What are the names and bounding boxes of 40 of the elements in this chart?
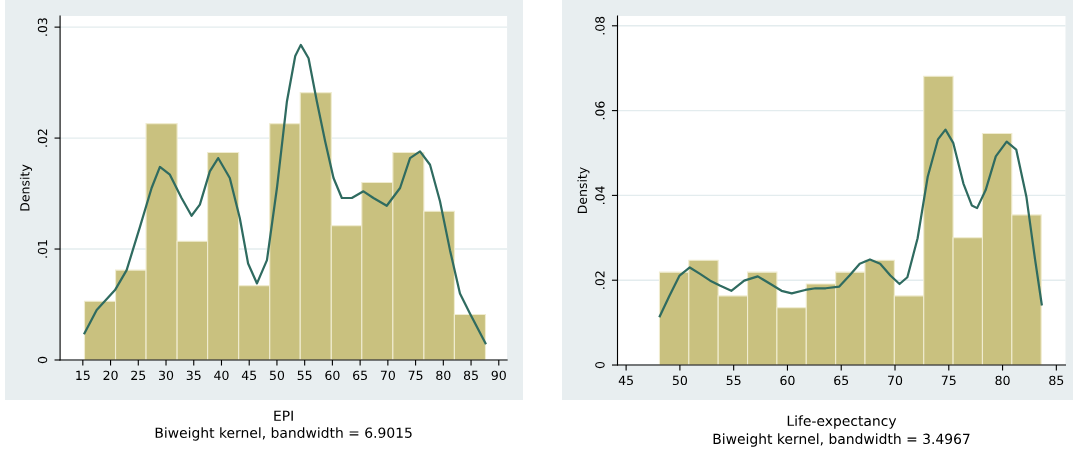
x-tick-label: 65 bbox=[834, 375, 849, 386]
x-tick-label: 70 bbox=[380, 370, 395, 381]
text: Biweight kernel, bandwidth = 3.4967 bbox=[713, 433, 970, 447]
x-tick-label: 30 bbox=[159, 370, 174, 381]
x-tick-label: 25 bbox=[131, 370, 146, 381]
x-tick-label: 55 bbox=[297, 370, 312, 381]
x-axis-title: Life-expectancy bbox=[787, 415, 897, 429]
x-tick-label: 45 bbox=[618, 375, 633, 386]
x-tick-label: 85 bbox=[463, 370, 478, 381]
y-tick-label: .04 bbox=[595, 186, 605, 205]
text: Biweight kernel, bandwidth = 6.9015 bbox=[155, 427, 412, 441]
x-tick-label: 70 bbox=[888, 375, 903, 386]
x-tick-label: 20 bbox=[103, 370, 118, 381]
y-tick-label: 0 bbox=[595, 361, 605, 369]
x-tick-label: 65 bbox=[353, 370, 367, 381]
x-tick-label: 40 bbox=[214, 370, 229, 381]
x-axis-title: EPI bbox=[274, 410, 293, 421]
x-tick-label: 45 bbox=[241, 370, 257, 381]
x-tick-label: 85 bbox=[1049, 375, 1064, 386]
y-tick-label: .06 bbox=[595, 101, 605, 120]
y-tick-label: .02 bbox=[37, 129, 48, 147]
y-axis-title: Density bbox=[577, 167, 590, 214]
x-tick-label: 35 bbox=[186, 370, 201, 381]
y-axis-title: Density bbox=[19, 164, 33, 211]
x-tick-label: 60 bbox=[325, 370, 340, 381]
x-tick-label: 75 bbox=[408, 370, 423, 381]
x-tick-label: 90 bbox=[491, 370, 506, 381]
x-tick-label: 15 bbox=[76, 370, 90, 381]
x-tick-label: 60 bbox=[780, 375, 795, 386]
y-tick-label: .01 bbox=[37, 240, 48, 258]
x-tick-label: 50 bbox=[269, 370, 285, 381]
y-tick-label: .08 bbox=[595, 16, 605, 35]
x-tick-label: 50 bbox=[672, 375, 688, 386]
x-tick-label: 80 bbox=[436, 370, 451, 381]
x-tick-label: 55 bbox=[726, 375, 741, 386]
y-tick-label: .03 bbox=[37, 18, 48, 36]
x-tick-label: 80 bbox=[995, 375, 1010, 386]
y-tick-label: .02 bbox=[595, 271, 605, 289]
x-tick-label: 75 bbox=[941, 375, 956, 386]
y-tick-label: 0 bbox=[37, 356, 48, 364]
